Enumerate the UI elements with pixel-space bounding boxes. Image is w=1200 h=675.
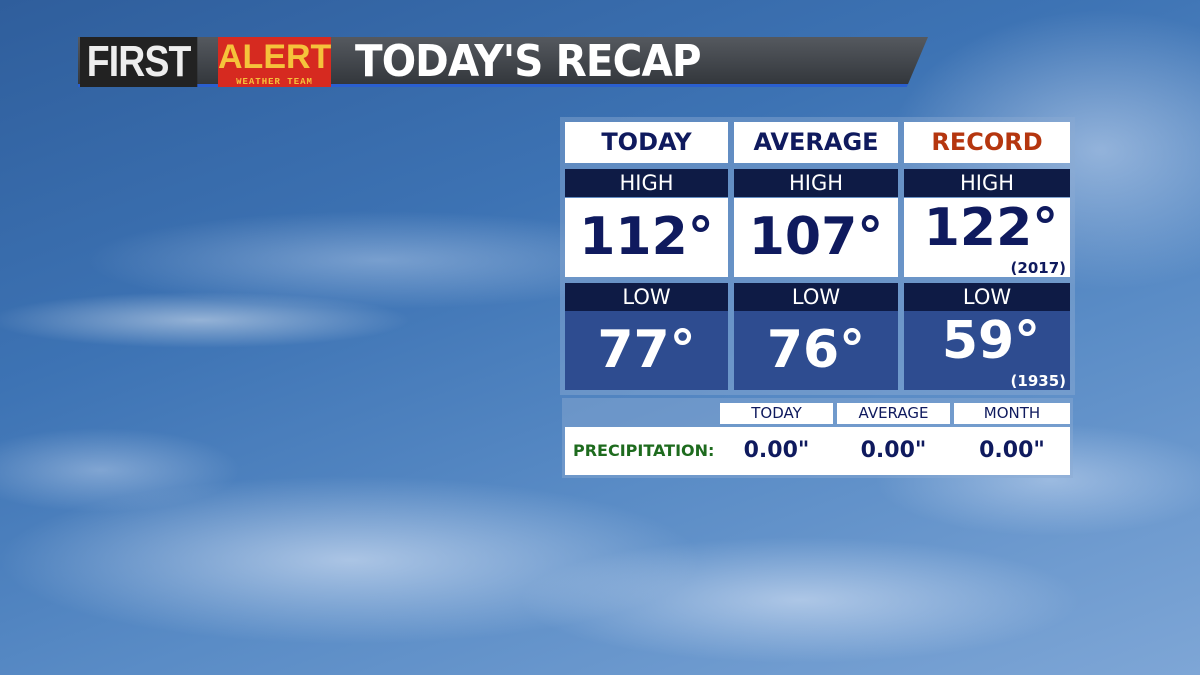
logo-first: FIRST [80,37,198,87]
low-label: LOW [565,283,728,311]
record-high: 122° (2017) [904,198,1070,277]
record-high-value: 122° [923,198,1059,258]
precip-today: 0.00" [743,438,810,463]
header-today: TODAY [565,122,728,163]
precip-header-today: TODAY [720,403,833,424]
logo-alert: ALERT WEATHER TEAM [218,37,331,87]
record-high-year: (2017) [1010,259,1066,277]
temperature-table: TODAY AVERAGE RECORD HIGH HIGH HIGH 112°… [560,117,1075,395]
header-record: RECORD [904,122,1070,163]
today-low: 77° [565,311,728,390]
record-low-value: 59° [941,311,1041,371]
precip-header-average: AVERAGE [837,403,950,424]
page-title: TODAY'S RECAP [355,36,702,87]
logo-alert-text: ALERT [218,38,331,76]
record-low-year: (1935) [1010,372,1066,390]
high-label: HIGH [734,169,898,197]
precip-month: 0.00" [979,438,1045,463]
precip-average: 0.00" [860,438,927,463]
precip-header-month: MONTH [954,403,1070,424]
low-label: LOW [734,283,898,311]
header-average: AVERAGE [734,122,898,163]
precipitation-panel: TODAY AVERAGE MONTH PRECIPITATION: 0.00"… [562,398,1073,478]
high-label: HIGH [565,169,728,197]
low-label: LOW [904,283,1070,311]
average-high: 107° [734,198,898,277]
high-label: HIGH [904,169,1070,197]
today-high: 112° [565,198,728,277]
logo-team-text: WEATHER TEAM [236,77,313,87]
precip-row: PRECIPITATION: 0.00" 0.00" 0.00" [565,427,1070,475]
precip-label: PRECIPITATION: [573,441,715,460]
average-low: 76° [734,311,898,390]
record-low: 59° (1935) [904,311,1070,390]
